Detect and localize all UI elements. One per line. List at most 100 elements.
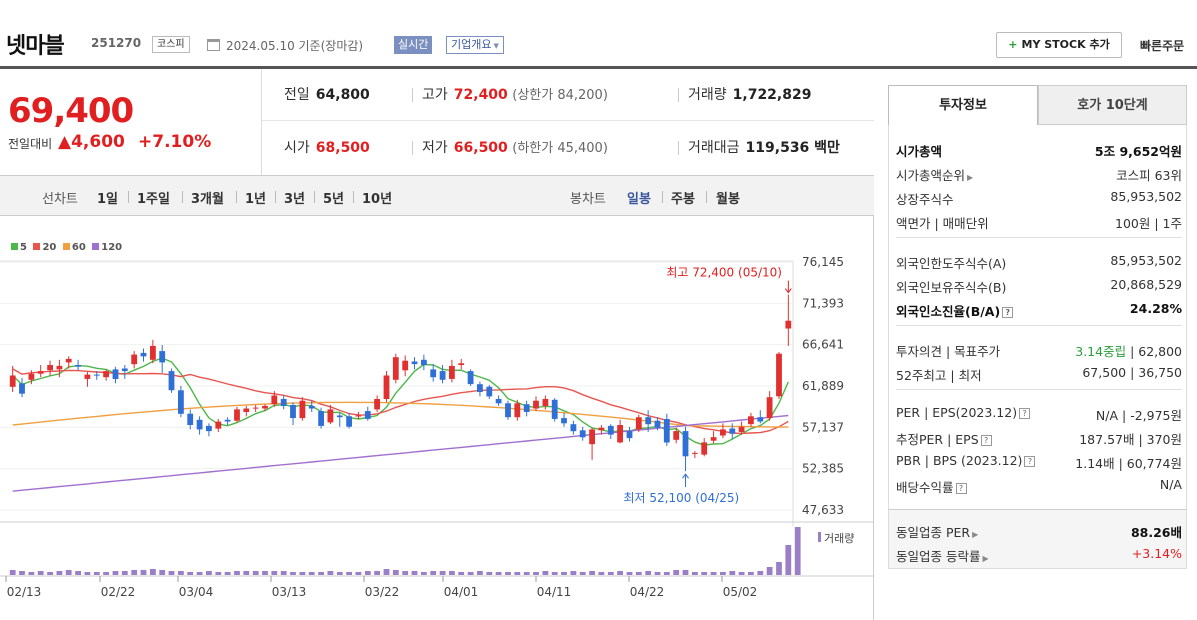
help-icon[interactable]: ?	[955, 483, 967, 494]
help-icon[interactable]: ?	[980, 435, 992, 446]
candle-body	[682, 431, 689, 457]
candle-body	[346, 416, 352, 427]
info-key-text: 동일업종 PER	[896, 525, 971, 540]
period-1y[interactable]: 1년	[245, 192, 267, 207]
period-1d[interactable]: 1일	[97, 192, 119, 207]
volume-bar	[421, 572, 427, 575]
legend-swatch	[62, 243, 70, 250]
candle-body	[402, 360, 409, 371]
candle-body	[533, 400, 539, 409]
info-key-text: 외국인보유주식수(B)	[896, 280, 1007, 295]
info-row: 상장주식수 85,953,502	[896, 185, 1182, 209]
help-icon[interactable]: ?	[1024, 456, 1036, 467]
info-value: 20,868,529	[1110, 277, 1182, 292]
volume-bar	[710, 572, 717, 575]
volume-bar	[654, 572, 661, 575]
caret-right-icon[interactable]: ▶	[967, 173, 974, 182]
section-divider	[896, 237, 1182, 238]
volume-bar	[56, 571, 63, 575]
info-value: 1.14배 | 60,774원	[1075, 456, 1182, 471]
divider	[678, 141, 679, 155]
volume-legend-swatch	[818, 532, 821, 542]
candle-body	[542, 399, 549, 406]
candle-body	[187, 413, 194, 425]
candle-body	[308, 405, 315, 409]
candle-body	[234, 409, 240, 421]
candle-body	[19, 383, 25, 394]
candle-body	[757, 417, 764, 422]
ma-5-line	[12, 357, 789, 446]
volume-bar	[486, 572, 493, 575]
info-key-text: 시가총액순위	[896, 168, 966, 183]
volume-bar	[748, 572, 754, 575]
x-tick-label: 02/13	[7, 585, 42, 599]
amount-value: 119,536 백만	[745, 140, 840, 156]
candle-daily[interactable]: 일봉	[627, 192, 651, 207]
help-icon[interactable]: ?	[1002, 307, 1014, 318]
industry-section: 동일업종 PER ▶ 88.26배 동일업종 등락률 ▶ +3.14%	[888, 509, 1187, 569]
candle-body	[383, 375, 390, 399]
candle-body	[635, 417, 642, 430]
volume-bar	[626, 572, 633, 575]
info-key: 배당수익률?	[896, 477, 967, 496]
volume-bar	[692, 572, 698, 575]
volume-bar	[178, 571, 184, 575]
candle-body	[439, 371, 446, 380]
volume-bar	[523, 572, 530, 575]
volume-bar	[430, 571, 437, 575]
candle-body	[196, 419, 203, 430]
ma-120-line	[12, 414, 789, 492]
tab-investment-info[interactable]: 투자정보	[888, 85, 1038, 125]
info-key: 상장주식수	[896, 189, 954, 208]
y-tick-label: 52,385	[802, 462, 844, 476]
period-3m[interactable]: 3개월	[191, 192, 224, 207]
candlestick-chart[interactable]: 76,145 71,393 66,641 61,889 57,137 52,385 47,6…	[0, 216, 874, 620]
tab-hoga-10[interactable]: 호가 10단계	[1038, 85, 1187, 125]
investment-sidebar: 투자정보 호가 10단계 시가총액 5조 9,652억원 시가총액순위 ▶ 코스피 63…	[875, 69, 1197, 620]
help-icon[interactable]: ?	[1019, 408, 1031, 419]
info-key-text: 상장주식수	[896, 192, 954, 207]
caret-right-icon[interactable]: ▶	[982, 554, 989, 563]
period-3y[interactable]: 3년	[284, 192, 306, 207]
volume-bar	[766, 567, 773, 575]
section-divider	[896, 325, 1182, 326]
live-button[interactable]: 실시간	[394, 36, 433, 54]
candle-weekly[interactable]: 주봉	[671, 192, 695, 207]
candle-body	[336, 415, 343, 418]
caret-right-icon[interactable]: ▶	[972, 530, 979, 539]
period-1w[interactable]: 1주일	[137, 192, 170, 207]
candle-body	[663, 419, 670, 443]
candle-body	[112, 369, 119, 379]
period-5y[interactable]: 5년	[323, 192, 345, 207]
info-row: 동일업종 등락률 ▶ +3.14%	[896, 542, 1182, 566]
candle-monthly[interactable]: 월봉	[716, 192, 740, 207]
market-badge: 코스피	[152, 36, 190, 53]
volume-legend-label: 거래량	[824, 532, 854, 545]
high-arrow-head	[784, 288, 792, 294]
chevron-down-icon: ▼	[493, 42, 499, 50]
quick-order-button[interactable]: 빠른주문	[1140, 39, 1185, 53]
volume-value: 1,722,829	[732, 87, 812, 103]
volume-bar	[411, 571, 418, 575]
y-tick-label: 76,145	[802, 255, 844, 269]
info-row: PBR | BPS (2023.12)? 1.14배 | 60,774원	[896, 449, 1182, 473]
volume-bar	[570, 571, 577, 575]
divider	[236, 191, 237, 203]
volume-bar	[9, 570, 16, 575]
y-tick-label: 61,889	[802, 379, 844, 393]
candle-body	[430, 369, 437, 378]
info-value: 85,953,502	[1110, 253, 1182, 268]
volume-bar	[224, 572, 231, 575]
info-key: 52주최고 | 최저	[896, 365, 982, 384]
candle-body	[9, 375, 16, 387]
candle-chart-label: 봉차트	[570, 192, 606, 207]
candle-body	[150, 345, 156, 360]
info-key-text: 투자의견 | 목표주가	[896, 344, 1001, 359]
company-overview-button[interactable]: 기업개요 ▼	[446, 36, 504, 54]
candle-body	[776, 353, 782, 397]
period-10y[interactable]: 10년	[362, 192, 393, 207]
my-stock-add-button[interactable]: + MY STOCK 추가	[996, 32, 1122, 58]
volume-bar	[206, 571, 212, 575]
diff-value: ▲4,600	[58, 132, 125, 152]
lower-limit: (하한가 45,400)	[512, 141, 608, 156]
